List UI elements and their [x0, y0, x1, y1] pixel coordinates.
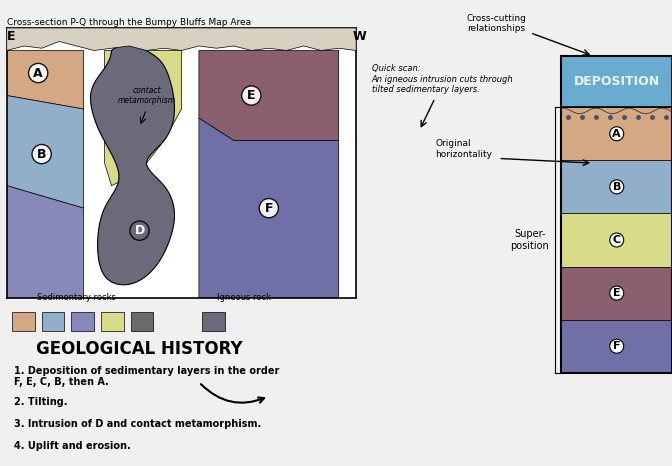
Text: Super-
position: Super- position [511, 229, 549, 251]
Text: F: F [265, 202, 273, 215]
Text: DEPOSITION: DEPOSITION [574, 75, 660, 88]
Text: Quick scan:
An igneous intrusion cuts through
tilted sedimentary layers.: Quick scan: An igneous intrusion cuts th… [372, 64, 513, 94]
Text: Cross-section P-Q through the Bumpy Bluffs Map Area: Cross-section P-Q through the Bumpy Bluf… [7, 18, 251, 27]
Polygon shape [7, 50, 83, 109]
Bar [562, 56, 672, 107]
Text: 4. Uplift and erosion.: 4. Uplift and erosion. [13, 441, 130, 452]
Text: 2. Tilting.: 2. Tilting. [13, 397, 67, 407]
Polygon shape [199, 50, 339, 141]
Bar [562, 320, 672, 373]
Bar [42, 312, 65, 331]
Polygon shape [7, 185, 83, 298]
Polygon shape [105, 50, 181, 185]
Polygon shape [7, 28, 356, 50]
Text: E: E [7, 30, 15, 43]
Bar [562, 213, 672, 267]
Text: A: A [612, 129, 621, 139]
Polygon shape [7, 96, 83, 208]
Bar [12, 312, 35, 331]
Polygon shape [199, 118, 339, 298]
Bar [562, 160, 672, 213]
Bar [562, 56, 672, 373]
Text: W: W [353, 30, 366, 43]
Text: Igneous rock: Igneous rock [217, 293, 271, 302]
Text: Sedimentary rocks: Sedimentary rocks [37, 293, 116, 302]
Polygon shape [91, 45, 175, 285]
Text: B: B [37, 148, 46, 161]
Bar [71, 312, 94, 331]
Text: C: C [613, 235, 621, 245]
Bar [131, 312, 153, 331]
Text: 1. Deposition of sedimentary layers in the order
F, E, C, B, then A.: 1. Deposition of sedimentary layers in t… [13, 366, 279, 387]
Bar [562, 267, 672, 320]
Bar [202, 312, 225, 331]
Text: B: B [613, 182, 621, 192]
Text: 3. Intrusion of D and contact metamorphism.: 3. Intrusion of D and contact metamorphi… [13, 419, 261, 429]
Text: A: A [34, 67, 43, 80]
Text: Original
horizontality: Original horizontality [435, 139, 492, 159]
Bar [562, 107, 672, 160]
Text: E: E [613, 288, 620, 298]
Bar [101, 312, 124, 331]
Text: GEOLOGICAL HISTORY: GEOLOGICAL HISTORY [36, 340, 243, 357]
Text: E: E [247, 89, 255, 102]
Text: contact
metamorphism: contact metamorphism [118, 86, 175, 105]
Text: Cross-cutting
relationships: Cross-cutting relationships [466, 14, 527, 33]
Text: D: D [134, 224, 144, 237]
Text: F: F [613, 341, 620, 351]
